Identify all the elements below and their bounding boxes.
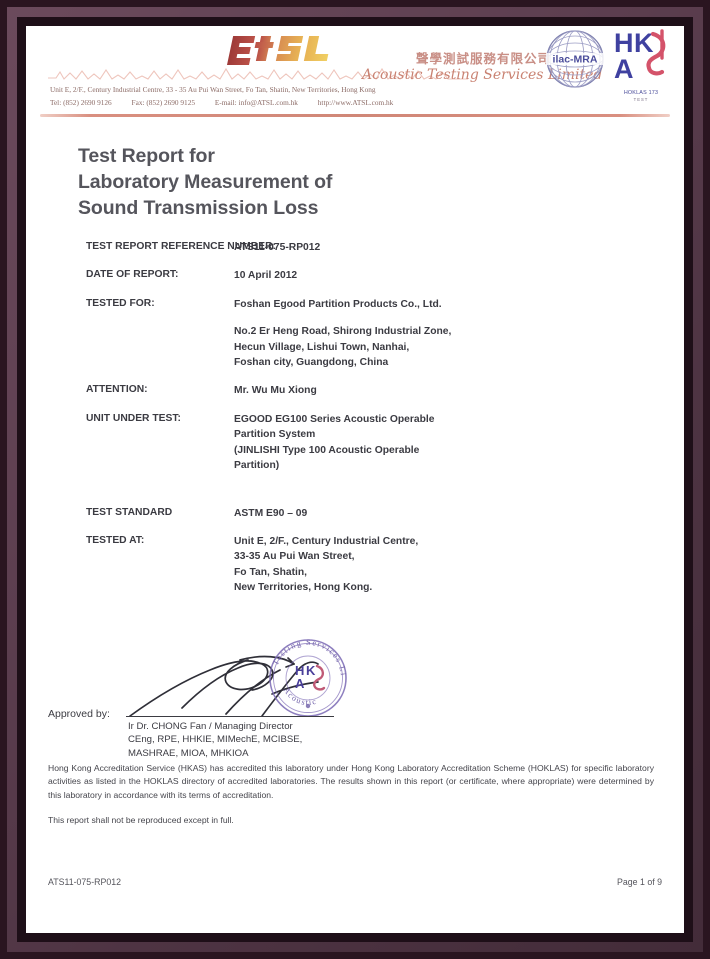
svg-text:H: H <box>295 663 304 678</box>
unit-line-4: Partition) <box>234 460 280 472</box>
hkas-logo: H K A HOKLAS 173 TEST <box>612 28 670 102</box>
hkas-mark-icon: H K A <box>614 28 666 84</box>
website[interactable]: http://www.ATSL.com.hk <box>317 97 394 107</box>
unit-under-test-label: UNIT UNDER TEST: <box>86 412 181 424</box>
field-row-tested-for: TESTED FOR: Foshan Egood Partition Produ… <box>86 297 684 371</box>
field-row-unit-under-test: UNIT UNDER TEST: EGOOD EG100 Series Acou… <box>86 412 684 474</box>
accreditation-statement: Hong Kong Accreditation Service (HKAS) h… <box>48 762 654 800</box>
test-standard-label: TEST STANDARD <box>86 506 173 518</box>
ilac-globe-icon: ilac-MRA <box>546 30 604 88</box>
date-value: 10 April 2012 <box>234 270 298 282</box>
lab-address-line-1: Unit E, 2/F., Century Industrial Centre, <box>234 536 419 548</box>
approved-by-label: Approved by: <box>48 707 110 720</box>
svg-text:Testing Services Limited: Testing Services Limited <box>262 632 348 677</box>
unit-line-1: EGOOD EG100 Series Acoustic Operable <box>234 413 435 425</box>
tested-for-label: TESTED FOR: <box>86 297 155 309</box>
tested-at-value: Unit E, 2/F., Century Industrial Centre,… <box>234 534 492 596</box>
svg-text:A: A <box>295 676 305 691</box>
hoklas-test-label: TEST <box>633 97 649 102</box>
field-row-date: DATE OF REPORT: 10 April 2012 <box>86 268 684 283</box>
tested-at-label: TESTED AT: <box>86 535 145 547</box>
header-divider <box>40 114 670 117</box>
reference-number-value: ATS11-075-RP012 <box>234 241 321 253</box>
company-name-chinese: 聲學測試服務有限公司 <box>416 51 552 66</box>
lab-address-line-2: 33-35 Au Pui Wan Street, <box>234 551 355 563</box>
title-line-1: Test Report for <box>78 145 215 167</box>
telephone: Tel: (852) 2690 9126 <box>50 97 112 107</box>
signature-block: Approved by: <box>26 624 684 759</box>
field-row-attention: ATTENTION: Mr. Wu Mu Xiong <box>86 383 684 398</box>
ilac-mra-logo: ilac-MRA <box>544 28 606 95</box>
atsl-logo: 聲學測試服務有限公司 Acoustic Testing Services Lim… <box>212 32 602 83</box>
unit-under-test-value: EGOOD EG100 Series Acoustic Operable Par… <box>234 412 492 474</box>
client-name: Foshan Egood Partition Products Co., Ltd… <box>234 298 442 310</box>
letterhead-address: Unit E, 2/F., Century Industrial Centre,… <box>50 84 550 110</box>
lab-address-line-4: New Territories, Hong Kong. <box>234 582 373 594</box>
page-title: Test Report for Laboratory Measurement o… <box>26 144 684 222</box>
report-metadata-table: TEST REPORT REFERENCE NUMBER: ATS11-075-… <box>26 240 684 596</box>
unit-line-2: Partition System <box>234 429 316 441</box>
hoklas-caption: HOKLAS 173 TEST <box>612 90 670 102</box>
company-seal-stamp-icon: Testing Services Limited Acoustic HKA <box>262 632 348 717</box>
title-line-2: Laboratory Measurement of <box>78 170 333 193</box>
reference-number-label: TEST REPORT REFERENCE NUMBER: <box>86 240 276 252</box>
signatory-qualifications-1: CEng, RPE, HHKIE, MIMechE, MCIBSE, <box>128 734 303 746</box>
signatory-name: Ir Dr. CHONG Fan / Managing Director <box>128 720 293 732</box>
signatory-qualifications-2: MASHRAE, MIOA, MHKIOA <box>128 747 249 759</box>
attention-label: ATTENTION: <box>86 384 148 396</box>
client-address-line-2: Hecun Village, Lishui Town, Nanhai, <box>234 341 410 353</box>
fax: Fax: (852) 2690 9125 <box>131 97 195 107</box>
signature-rule <box>126 715 334 717</box>
client-address-line-3: Foshan city, Guangdong, China <box>234 356 389 368</box>
svg-text:H: H <box>614 28 634 58</box>
footer-reference: ATS11-075-RP012 <box>48 877 122 887</box>
date-label: DATE OF REPORT: <box>86 269 179 281</box>
svg-text:A: A <box>614 54 634 84</box>
svg-text:ilac-MRA: ilac-MRA <box>553 54 598 66</box>
email: E-mail: info@ATSL.com.hk <box>214 97 298 107</box>
svg-text:K: K <box>306 663 316 678</box>
attention-value: Mr. Wu Mu Xiong <box>234 385 317 397</box>
company-name-english: Acoustic Testing Services Limited <box>362 67 603 83</box>
letterhead: 聲學測試服務有限公司 Acoustic Testing Services Lim… <box>26 26 684 130</box>
signatory-details: Ir Dr. CHONG Fan / Managing Director CEn… <box>128 720 302 761</box>
reproduction-statement: This report shall not be reproduced exce… <box>48 814 234 825</box>
document-frame-inner-edge: 聲學測試服務有限公司 Acoustic Testing Services Lim… <box>17 17 693 942</box>
document-page: 聲學測試服務有限公司 Acoustic Testing Services Lim… <box>26 26 684 933</box>
field-row-tested-at: TESTED AT: Unit E, 2/F., Century Industr… <box>86 534 684 596</box>
client-address-line-1: No.2 Er Heng Road, Shirong Industrial Zo… <box>234 326 452 338</box>
section-spacer <box>86 487 684 506</box>
unit-line-3: (JINLISHI Type 100 Acoustic Operable <box>234 444 420 456</box>
lab-address-line-3: Fo Tan, Shatin, <box>234 566 308 578</box>
tested-for-value: Foshan Egood Partition Products Co., Ltd… <box>234 297 492 371</box>
test-standard-value: ASTM E90 – 09 <box>234 507 308 519</box>
footer-page-number: Page 1 of 9 <box>617 877 662 887</box>
handwritten-signature-icon <box>129 655 319 717</box>
document-frame-mat: 聲學測試服務有限公司 Acoustic Testing Services Lim… <box>7 7 703 952</box>
field-row-test-standard: TEST STANDARD ASTM E90 – 09 <box>86 506 684 521</box>
waveform-icon <box>48 64 468 84</box>
atsl-wordmark-icon <box>226 36 329 65</box>
accreditation-logos: ilac-MRA H K A HOKLAS 173 <box>544 28 670 102</box>
field-row-reference-number: TEST REPORT REFERENCE NUMBER: ATS11-075-… <box>86 240 684 255</box>
page-footer: ATS11-075-RP012 Page 1 of 9 <box>48 877 662 887</box>
svg-text:K: K <box>634 28 654 58</box>
title-line-3: Sound Transmission Loss <box>78 196 319 219</box>
address-line: Unit E, 2/F., Century Industrial Centre,… <box>50 85 376 94</box>
